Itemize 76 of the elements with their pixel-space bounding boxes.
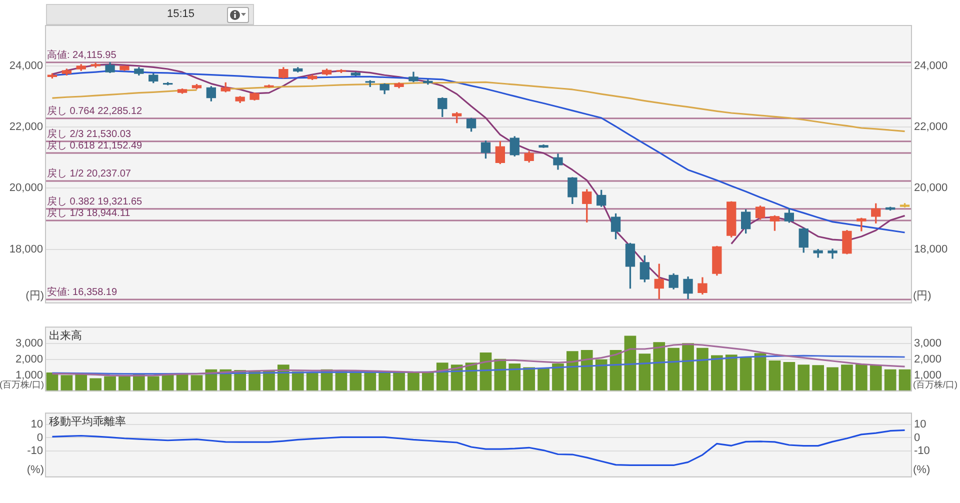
y-tick-label: 24,000	[9, 60, 43, 72]
bar	[812, 365, 824, 392]
y-axis-title: (百万株/口)	[0, 379, 44, 390]
ref-line-label: 高値: 24,115.95	[47, 49, 117, 62]
bar	[190, 375, 203, 392]
bar	[653, 342, 666, 392]
y2-tick-label: 22,000	[914, 121, 948, 134]
bar	[104, 376, 116, 392]
y-tick-label: 22,000	[9, 121, 43, 134]
bar	[624, 336, 636, 392]
y2-tick-label: 3,000	[914, 337, 942, 350]
y2-tick-label: 0	[914, 432, 920, 444]
bar	[306, 373, 318, 392]
bar	[422, 372, 434, 392]
y-tick-label: -10	[27, 444, 43, 457]
ref-line-label: 戻し 0.764 22,285.12	[47, 105, 143, 118]
bar	[147, 376, 160, 392]
y-tick-label: 10	[30, 418, 43, 431]
y-axis-title: (%)	[26, 464, 44, 476]
candlestick	[900, 203, 910, 208]
y2-tick-label: 10	[914, 418, 926, 431]
y2-tick-label: 20,000	[914, 182, 948, 194]
bar	[508, 364, 521, 392]
bar	[552, 364, 564, 392]
bar	[740, 357, 752, 392]
bar	[725, 354, 738, 392]
bar	[60, 375, 73, 392]
bar	[856, 364, 868, 392]
bar	[638, 354, 651, 392]
y2-tick-label: -10	[914, 444, 930, 457]
y2-tick-label: 1,000	[914, 369, 942, 382]
y-tick-label: 18,000	[9, 243, 43, 256]
y2-axis-title: (円)	[913, 290, 932, 302]
chart-title: 移動平均乖離率	[49, 415, 126, 428]
bar	[711, 355, 723, 392]
bar	[408, 372, 420, 392]
y2-axis-title: (%)	[913, 464, 930, 476]
bar	[668, 348, 680, 392]
ref-line-label: 戻し 0.382 19,321.65	[47, 196, 143, 208]
bar	[884, 369, 896, 392]
bar	[118, 376, 130, 392]
bar	[870, 365, 882, 392]
bar	[841, 364, 853, 392]
bar	[682, 343, 694, 392]
ref-line-label: 安値: 16,358.19	[47, 286, 118, 298]
y-tick-label: 1,000	[15, 369, 43, 382]
bar	[523, 367, 535, 392]
bar	[783, 362, 796, 392]
y-tick-label: 2,000	[15, 353, 43, 366]
bar	[580, 350, 593, 392]
y-axis-title: (円)	[26, 290, 44, 302]
y-tick-label: 20,000	[9, 182, 43, 194]
bar	[566, 351, 578, 392]
bar	[754, 353, 766, 392]
bar	[90, 378, 102, 392]
bar	[393, 373, 405, 392]
chart-title: 出来高	[49, 329, 82, 342]
bar	[696, 348, 708, 392]
ref-line-label: 戻し 0.618 21,152.49	[47, 140, 143, 152]
bar	[75, 374, 88, 392]
ref-line-label: 戻し 2/3 21,530.03	[47, 128, 132, 140]
y2-axis-title: (百万株/口)	[913, 379, 958, 390]
bar	[826, 367, 838, 392]
bar	[798, 364, 810, 392]
y2-tick-label: 2,000	[914, 353, 942, 366]
ref-line-label: 戻し 1/3 18,944.11	[47, 207, 131, 220]
bar	[898, 369, 911, 392]
y2-tick-label: 24,000	[914, 60, 948, 72]
y-tick-label: 0	[36, 432, 43, 444]
candlestick	[90, 62, 100, 68]
text: 15:15	[167, 8, 195, 20]
y2-tick-label: 18,000	[914, 243, 948, 256]
bar	[768, 360, 781, 392]
bar	[538, 368, 550, 392]
y-tick-label: 3,000	[15, 337, 43, 350]
ref-line-label: 戻し 1/2 20,237.07	[47, 168, 132, 180]
